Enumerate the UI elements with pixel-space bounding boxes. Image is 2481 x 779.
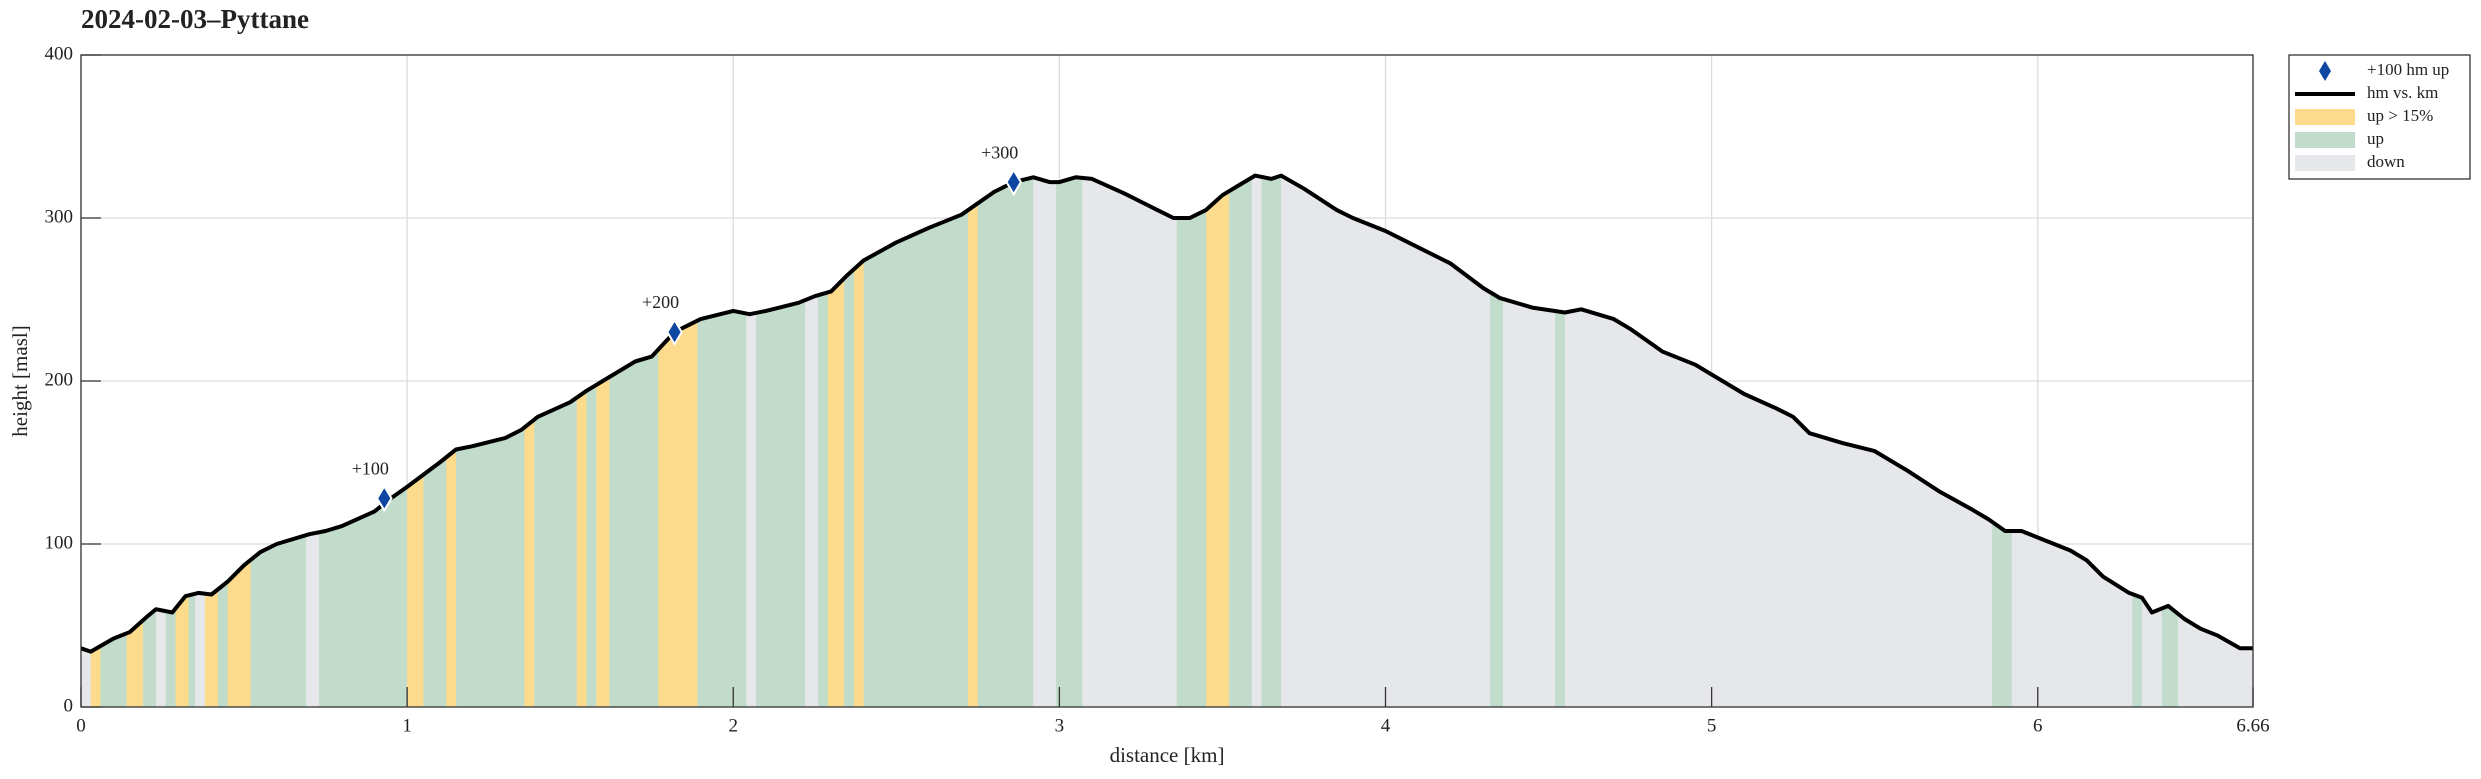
marker (666, 318, 683, 347)
band (818, 175, 829, 707)
band (827, 175, 845, 707)
y-tick-label: 100 (45, 532, 74, 553)
y-tick-label: 300 (45, 206, 74, 227)
legend-label: up (2367, 129, 2384, 148)
band (968, 175, 979, 707)
legend-swatch (2295, 155, 2355, 171)
x-tick-label: 6.66 (2236, 715, 2269, 736)
legend-label: hm vs. km (2367, 83, 2438, 102)
legend-swatch (2295, 109, 2355, 125)
x-tick-label: 5 (1707, 715, 1717, 736)
band (1176, 175, 1207, 707)
band (1033, 175, 1057, 707)
band (805, 175, 819, 707)
band (977, 175, 1034, 707)
chart-title: 2024-02-03–Pyttane (81, 4, 309, 34)
profile-line (80, 173, 2253, 654)
band (1251, 175, 1263, 707)
plot-frame (80, 54, 2254, 708)
legend-label: down (2367, 152, 2405, 171)
marker (375, 484, 393, 513)
band (844, 175, 855, 707)
legend-marker (2319, 61, 2331, 81)
band (1489, 175, 1504, 707)
x-tick-label: 2 (729, 715, 739, 736)
band (1261, 175, 1282, 707)
band (1206, 175, 1230, 707)
band (1056, 175, 1083, 707)
x-tick-label: 0 (76, 715, 86, 736)
y-tick-label: 400 (45, 43, 74, 64)
band (697, 175, 747, 707)
band (576, 175, 587, 707)
band (853, 175, 865, 707)
band (756, 175, 806, 707)
x-axis-label: distance [km] (1110, 743, 1225, 767)
legend-label: +100 hm up (2367, 60, 2449, 79)
legend-label: up > 15% (2367, 106, 2433, 125)
x-tick-label: 3 (1055, 715, 1065, 736)
y-tick-label: 200 (45, 369, 74, 390)
marker-label: +300 (981, 142, 1018, 162)
legend-swatch (2295, 132, 2355, 148)
band (1228, 175, 1253, 707)
band (863, 175, 969, 707)
band (609, 175, 659, 707)
marker-label: +200 (642, 292, 679, 312)
band (524, 175, 535, 707)
band (746, 175, 757, 707)
y-tick-label: 0 (64, 695, 74, 716)
x-tick-label: 1 (402, 715, 412, 736)
band (1502, 175, 1556, 707)
x-tick-label: 6 (2033, 715, 2043, 736)
band (1082, 175, 1178, 707)
band (1555, 175, 1566, 707)
band (586, 175, 597, 707)
marker (1005, 168, 1023, 197)
x-tick-label: 4 (1381, 715, 1391, 736)
y-axis-label: height [masl] (8, 325, 32, 436)
band (658, 175, 698, 707)
marker-label: +100 (352, 458, 389, 478)
